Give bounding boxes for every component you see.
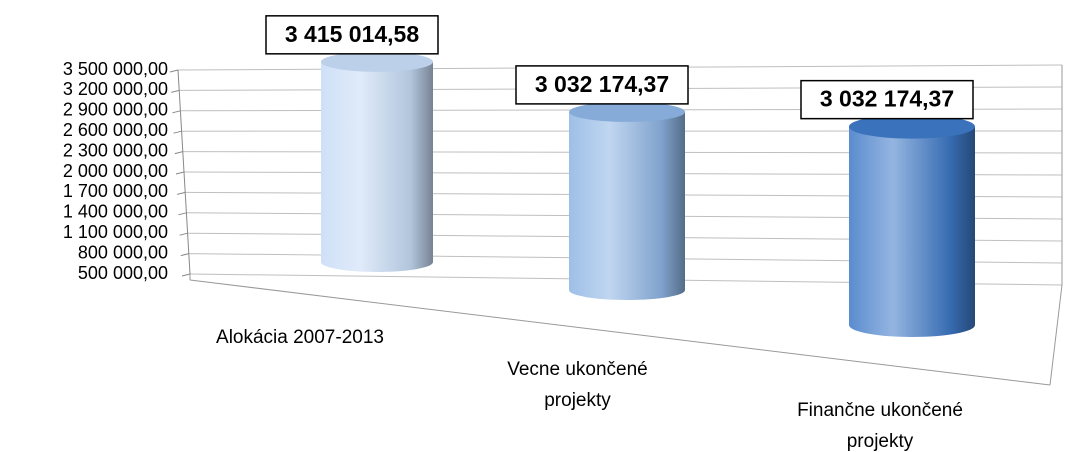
tick-mark — [181, 273, 191, 277]
value-label-box — [265, 15, 439, 55]
cylinder-top — [569, 101, 685, 122]
value-label: 3 032 174,37 — [535, 71, 669, 97]
value-label-box — [515, 65, 689, 105]
y-tick-label: 1 100 000,00 — [63, 222, 168, 242]
value-label: 3 032 174,37 — [820, 86, 954, 112]
floor-right — [1049, 284, 1063, 386]
x-tick-label: Finančne ukončené projekty — [797, 400, 963, 452]
floor-front — [189, 279, 1051, 386]
tick-mark — [178, 212, 187, 216]
y-tick-label: 500 000,00 — [78, 263, 168, 283]
cylinder — [849, 126, 975, 338]
cylinder — [321, 61, 433, 273]
tick-mark — [169, 69, 179, 73]
y-tick-label: 2 900 000,00 — [63, 100, 168, 120]
x-tick-label: Vecne ukončené projekty — [507, 359, 648, 411]
y-tick-label: 2 300 000,00 — [63, 140, 168, 160]
tick-mark — [180, 253, 189, 257]
y-tick-label: 1 700 000,00 — [63, 181, 168, 201]
tick-mark — [172, 110, 181, 114]
tick-mark — [177, 191, 186, 195]
tick-mark — [171, 89, 180, 93]
cylinder-top — [849, 114, 975, 139]
value-label: 3 415 014,58 — [285, 21, 420, 47]
y-tick-label: 1 400 000,00 — [63, 202, 168, 222]
value-label-box — [800, 79, 974, 120]
y-tick-label: 3 500 000,00 — [63, 59, 168, 79]
y-tick-label: 3 200 000,00 — [63, 79, 168, 99]
tick-mark — [174, 151, 183, 155]
y-tick-label: 800 000,00 — [78, 242, 168, 262]
y-tick-label: 2 000 000,00 — [63, 161, 168, 181]
cylinder — [569, 111, 685, 300]
cylinder-top — [321, 51, 433, 72]
tick-mark — [179, 232, 188, 236]
y-tick-label: 2 600 000,00 — [63, 120, 168, 140]
x-tick-label: Alokácia 2007-2013 — [216, 327, 384, 348]
tick-mark — [175, 171, 185, 175]
y-axis — [177, 69, 191, 275]
tick-mark — [173, 130, 182, 134]
